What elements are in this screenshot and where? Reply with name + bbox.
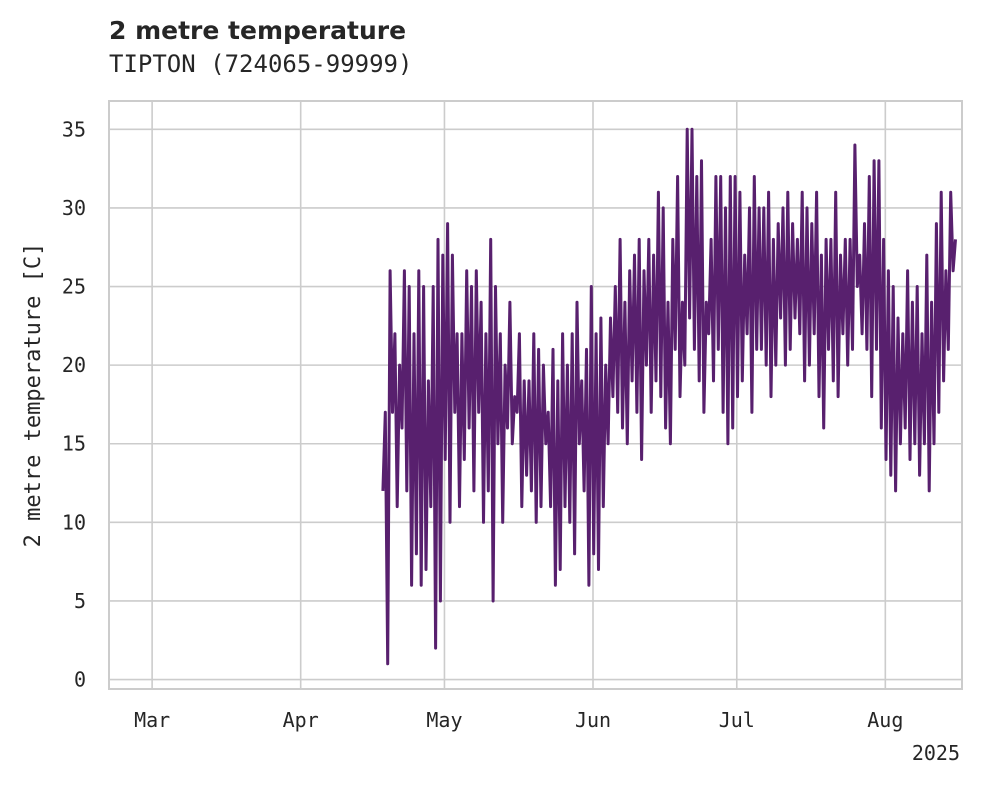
- x-tick-labels: Mar Apr May Jun Jul Aug: [134, 708, 903, 732]
- y-tick-label: 30: [62, 196, 86, 220]
- y-tick-label: 0: [74, 668, 86, 692]
- x-offset-label: 2025: [912, 741, 960, 765]
- y-tick-label: 10: [62, 510, 86, 534]
- y-tick-label: 5: [74, 589, 86, 613]
- x-tick-label: Jun: [575, 708, 611, 732]
- chart-subtitle: TIPTON (724065-99999): [109, 50, 413, 78]
- y-tick-label: 20: [62, 353, 86, 377]
- x-tick-label: Aug: [867, 708, 903, 732]
- x-tick-label: Mar: [134, 708, 170, 732]
- series-layer: [381, 127, 957, 666]
- y-axis-label: 2 metre temperature [C]: [21, 243, 46, 548]
- x-tick-label: May: [426, 708, 462, 732]
- y-tick-label: 25: [62, 275, 86, 299]
- x-tick-label: Apr: [283, 708, 319, 732]
- plot-frame: [108, 100, 963, 690]
- chart-title: 2 metre temperature: [109, 16, 407, 45]
- temperature-series-line: [381, 127, 957, 666]
- y-tick-label: 35: [62, 117, 86, 141]
- y-tick-label: 15: [62, 432, 86, 456]
- x-tick-label: Jul: [719, 708, 755, 732]
- y-tick-labels: 0 5 10 15 20 25 30 35: [62, 117, 86, 691]
